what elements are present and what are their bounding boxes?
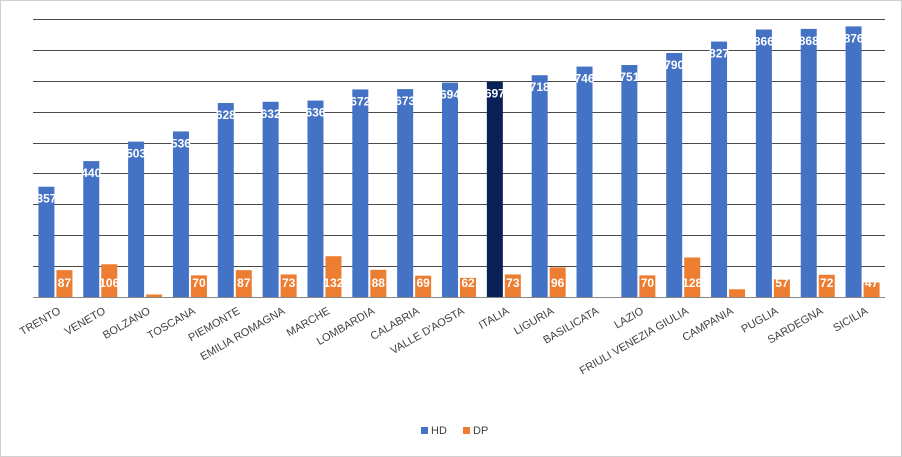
data-label-hd: 694 <box>440 88 460 102</box>
data-label-dp: 88 <box>372 276 386 290</box>
category-label: SICILIA <box>831 305 870 335</box>
data-label-hd: 357 <box>36 192 56 206</box>
bar-dp <box>504 274 521 297</box>
bar-hd <box>83 161 100 297</box>
legend-label: DP <box>473 425 488 437</box>
data-label-dp: 70 <box>641 276 655 290</box>
category-label: ITALIA <box>477 305 512 332</box>
bar-dp <box>325 256 342 297</box>
data-label-hd: 636 <box>305 106 325 120</box>
data-label-hd: 697 <box>485 87 505 101</box>
bar-hd <box>486 81 503 298</box>
bar-hd <box>217 103 234 297</box>
bar-dp <box>460 277 476 297</box>
category-label: BOLZANO <box>101 305 153 342</box>
data-label-dp: 106 <box>99 276 119 290</box>
bar-dp <box>101 264 118 297</box>
bar-hd <box>307 100 324 298</box>
data-label-dp: 8 <box>151 276 158 290</box>
bar-dp <box>235 270 252 297</box>
data-label-dp: 57 <box>775 276 789 290</box>
legend-label: HD <box>431 425 447 437</box>
bar-dp <box>280 274 297 297</box>
bar-hd <box>666 52 683 297</box>
bar-hd <box>755 29 772 297</box>
data-label-dp: 87 <box>58 276 72 290</box>
legend: HD DP <box>421 425 488 437</box>
data-label-dp: 128 <box>682 276 702 290</box>
bar-dp <box>684 257 701 297</box>
data-label-hd: 827 <box>709 47 729 61</box>
legend-swatch <box>421 427 428 434</box>
data-label-hd: 866 <box>754 35 774 49</box>
bar-hd <box>531 75 548 298</box>
bar-dp <box>146 294 163 297</box>
bar-dp <box>863 282 880 297</box>
data-label-dp: 73 <box>282 276 296 290</box>
bar-dp <box>415 275 432 297</box>
bar-dp <box>370 269 387 297</box>
bar-hd <box>621 65 638 297</box>
category-label: VALLE D'AOSTA <box>389 305 467 357</box>
data-label-dp: 0 <box>599 276 606 290</box>
data-label-hd: 672 <box>350 94 370 108</box>
bar-dp <box>773 279 790 297</box>
bar-hd <box>38 186 55 297</box>
legend-swatch <box>463 427 470 434</box>
bar-layer <box>38 26 880 298</box>
bar-hd <box>576 66 593 298</box>
bar-hd <box>172 131 189 297</box>
data-label-dp: 73 <box>506 276 520 290</box>
data-label-dp: 132 <box>323 276 343 290</box>
category-label: EMILIA ROMAGNA <box>199 305 288 363</box>
data-label-hd: 440 <box>81 166 101 180</box>
bar-dp <box>56 270 73 297</box>
data-label-dp: 62 <box>461 276 475 290</box>
bar-dp <box>729 289 746 297</box>
data-label-hd: 868 <box>799 34 819 48</box>
data-label-dp: 70 <box>192 276 206 290</box>
bar-dp <box>190 275 207 297</box>
bar-hd <box>711 41 728 297</box>
bar-hd <box>352 89 369 297</box>
data-label-dp: 47 <box>865 276 879 290</box>
category-label: TRENTO <box>18 305 63 338</box>
bar-dp <box>818 274 835 297</box>
data-label-hd: 536 <box>171 136 191 150</box>
bar-hd <box>262 101 279 297</box>
data-label-dp: 87 <box>237 276 251 290</box>
data-label-dp: 96 <box>551 276 565 290</box>
data-label-hd: 876 <box>844 31 864 45</box>
bar-hd <box>800 28 817 297</box>
bar-dp <box>639 275 656 297</box>
data-label-dp: 25 <box>730 276 744 290</box>
bar-dp <box>549 267 566 297</box>
bar-hd <box>845 26 862 298</box>
data-label-hd: 503 <box>126 147 146 161</box>
data-label-hd: 790 <box>664 58 684 72</box>
bar-hd <box>442 82 458 298</box>
data-label-hd: 628 <box>216 108 236 122</box>
data-label-hd: 632 <box>261 107 281 121</box>
category-label: LAZIO <box>612 305 646 332</box>
data-label-hd: 673 <box>395 94 415 108</box>
data-label-hd: 751 <box>619 70 639 84</box>
data-label-dp: 69 <box>416 276 430 290</box>
data-label-hd: 718 <box>530 80 550 94</box>
data-label-hd: 746 <box>575 72 595 86</box>
category-label: CAMPANIA <box>681 305 737 344</box>
bar-hd <box>397 89 414 298</box>
data-label-dp: 72 <box>820 276 834 290</box>
bar-hd <box>128 141 145 297</box>
